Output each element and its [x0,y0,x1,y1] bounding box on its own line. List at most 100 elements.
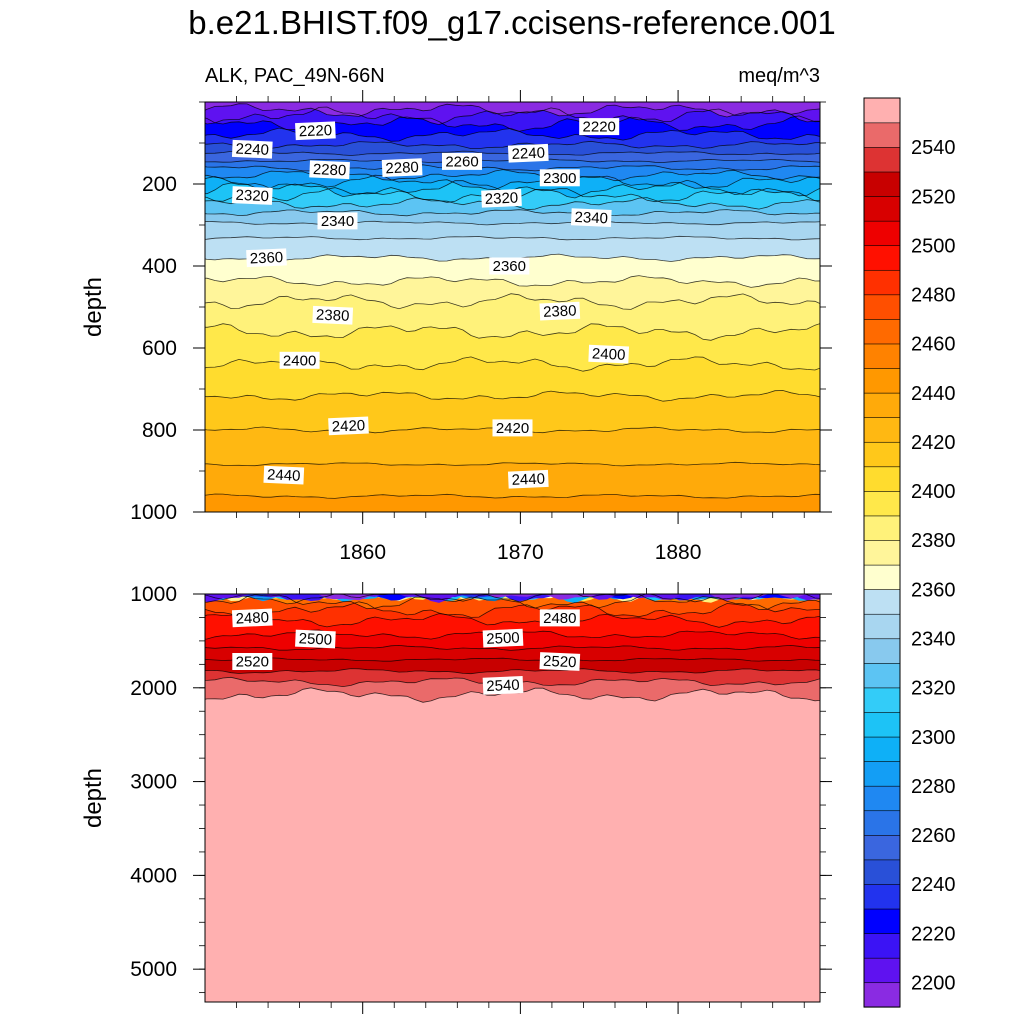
contour-line [205,293,820,310]
colorbar-swatch [863,97,901,124]
colorbar-swatch [863,761,901,787]
contour-label-text: 2320 [484,190,518,208]
contour-label: 2440 [507,469,549,489]
contour-label-text: 2240 [235,140,269,158]
contour-line [205,594,820,605]
contour-label: 2260 [442,152,482,170]
contour-band-fill [243,594,787,596]
contour-label-text: 2300 [543,170,576,187]
colorbar-swatch [863,269,901,296]
contour-label-text: 2280 [385,159,419,177]
upper-contour-fills [205,102,820,512]
contour-label-text: 2380 [543,302,577,320]
contour-label: 2360 [246,248,287,268]
contour-label-text: 2240 [511,145,545,163]
colorbar-swatch [863,539,901,566]
contour-line [205,390,820,402]
contour-label-text: 2360 [493,258,526,275]
colorbar-swatch [863,834,901,861]
contour-label: 2420 [492,419,533,437]
lower-axis-ticks: 1000 2000 3000 4000 5000 [130,582,832,1014]
variable-region-label: ALK, PAC_49N-66N [205,65,385,87]
colorbar-tick-label: 2380 [911,530,956,552]
colorbar-swatch [863,392,901,418]
contour-line [205,164,820,172]
contour-label: 2500 [295,629,336,649]
upper-contour-labels: 2220 2220 2240 2240 2260 2280 2280 2300 2320 2320… [231,118,630,489]
contour-label-text: 2520 [543,653,577,671]
contour-label-text: 2520 [236,654,269,671]
colorbar-tick-label: 2360 [911,579,956,601]
contour-label: 2500 [482,628,524,648]
y-tick-label: 5000 [130,958,177,981]
contour-band-fill [205,594,820,603]
contour-label: 2320 [231,186,273,205]
x-tick-label: 1880 [655,541,702,564]
contour-label: 2480 [231,608,273,628]
contour-band-fill [273,594,778,597]
contour-band-fill [205,102,820,117]
y-tick-label: 4000 [130,864,177,887]
contour-label-text: 2320 [235,187,269,205]
contour-line [205,140,820,150]
contour-label: 2240 [507,143,549,163]
colorbar-tick-label: 2280 [911,776,956,798]
colorbar-swatch [863,736,901,762]
colorbar-swatch [863,785,901,812]
contour-label: 2300 [539,169,580,187]
contour-line [205,601,820,620]
contour-line [205,220,820,226]
colorbar-swatch [863,982,901,1008]
contour-label: 2240 [231,139,273,159]
y-tick-label: 1000 [130,583,177,606]
contour-line [205,235,820,241]
colorbar-tick-label: 2460 [911,334,956,356]
contour-label: 2340 [570,208,612,227]
colorbar-swatch [863,417,901,443]
contour-line [205,613,820,628]
contour-label: 2540 [482,676,524,695]
contour-band-fill [205,594,820,596]
colorbar-swatch [863,589,901,615]
contour-label: 2340 [317,212,358,230]
contour-label: 2220 [579,118,620,136]
colorbar-tick-label: 2260 [911,825,956,847]
contour-label: 2440 [263,465,305,485]
colorbar-swatch [863,859,901,885]
contour-label: 2220 [295,121,336,140]
colorbar-swatch [863,662,901,689]
contour-line [205,169,820,182]
contour-band-fill [205,594,820,596]
contour-line [205,323,820,341]
colorbar-swatch [863,171,901,197]
colorbar-swatch [863,687,901,713]
colorbar-tick-label: 2540 [911,137,956,159]
colorbar-frame [863,97,901,1008]
contour-label: 2480 [539,609,580,627]
contour-line [205,657,820,662]
colorbar-swatch [863,810,901,836]
colorbar-swatch [863,908,901,934]
contour-label-text: 2500 [298,630,332,648]
contour-band-fill [205,594,820,597]
lower-contour-lines [205,594,820,703]
contour-label-text: 2260 [445,153,478,170]
contour-label-text: 2400 [592,345,626,363]
contour-label: 2280 [381,158,423,177]
units-label: meq/m^3 [738,65,820,87]
colorbar-tick-label: 2420 [911,432,956,454]
contour-line [205,209,820,217]
colorbar-swatch [863,638,901,664]
colorbar-swatch [863,441,901,468]
colorbar-swatch [863,220,901,247]
contour-label-text: 2500 [486,629,520,647]
lower-plot-frame [204,593,821,1003]
colorbar-swatch [863,466,901,492]
contour-label-text: 2480 [235,609,269,627]
contour-label-text: 2280 [313,161,347,179]
colorbar-tick-label: 2240 [911,874,956,896]
contour-line [205,106,820,126]
colorbar-swatch [863,294,901,320]
colorbar: 2200 2220 2240 2260 2280 2300 2320 2340 2360 2380… [863,97,956,1008]
